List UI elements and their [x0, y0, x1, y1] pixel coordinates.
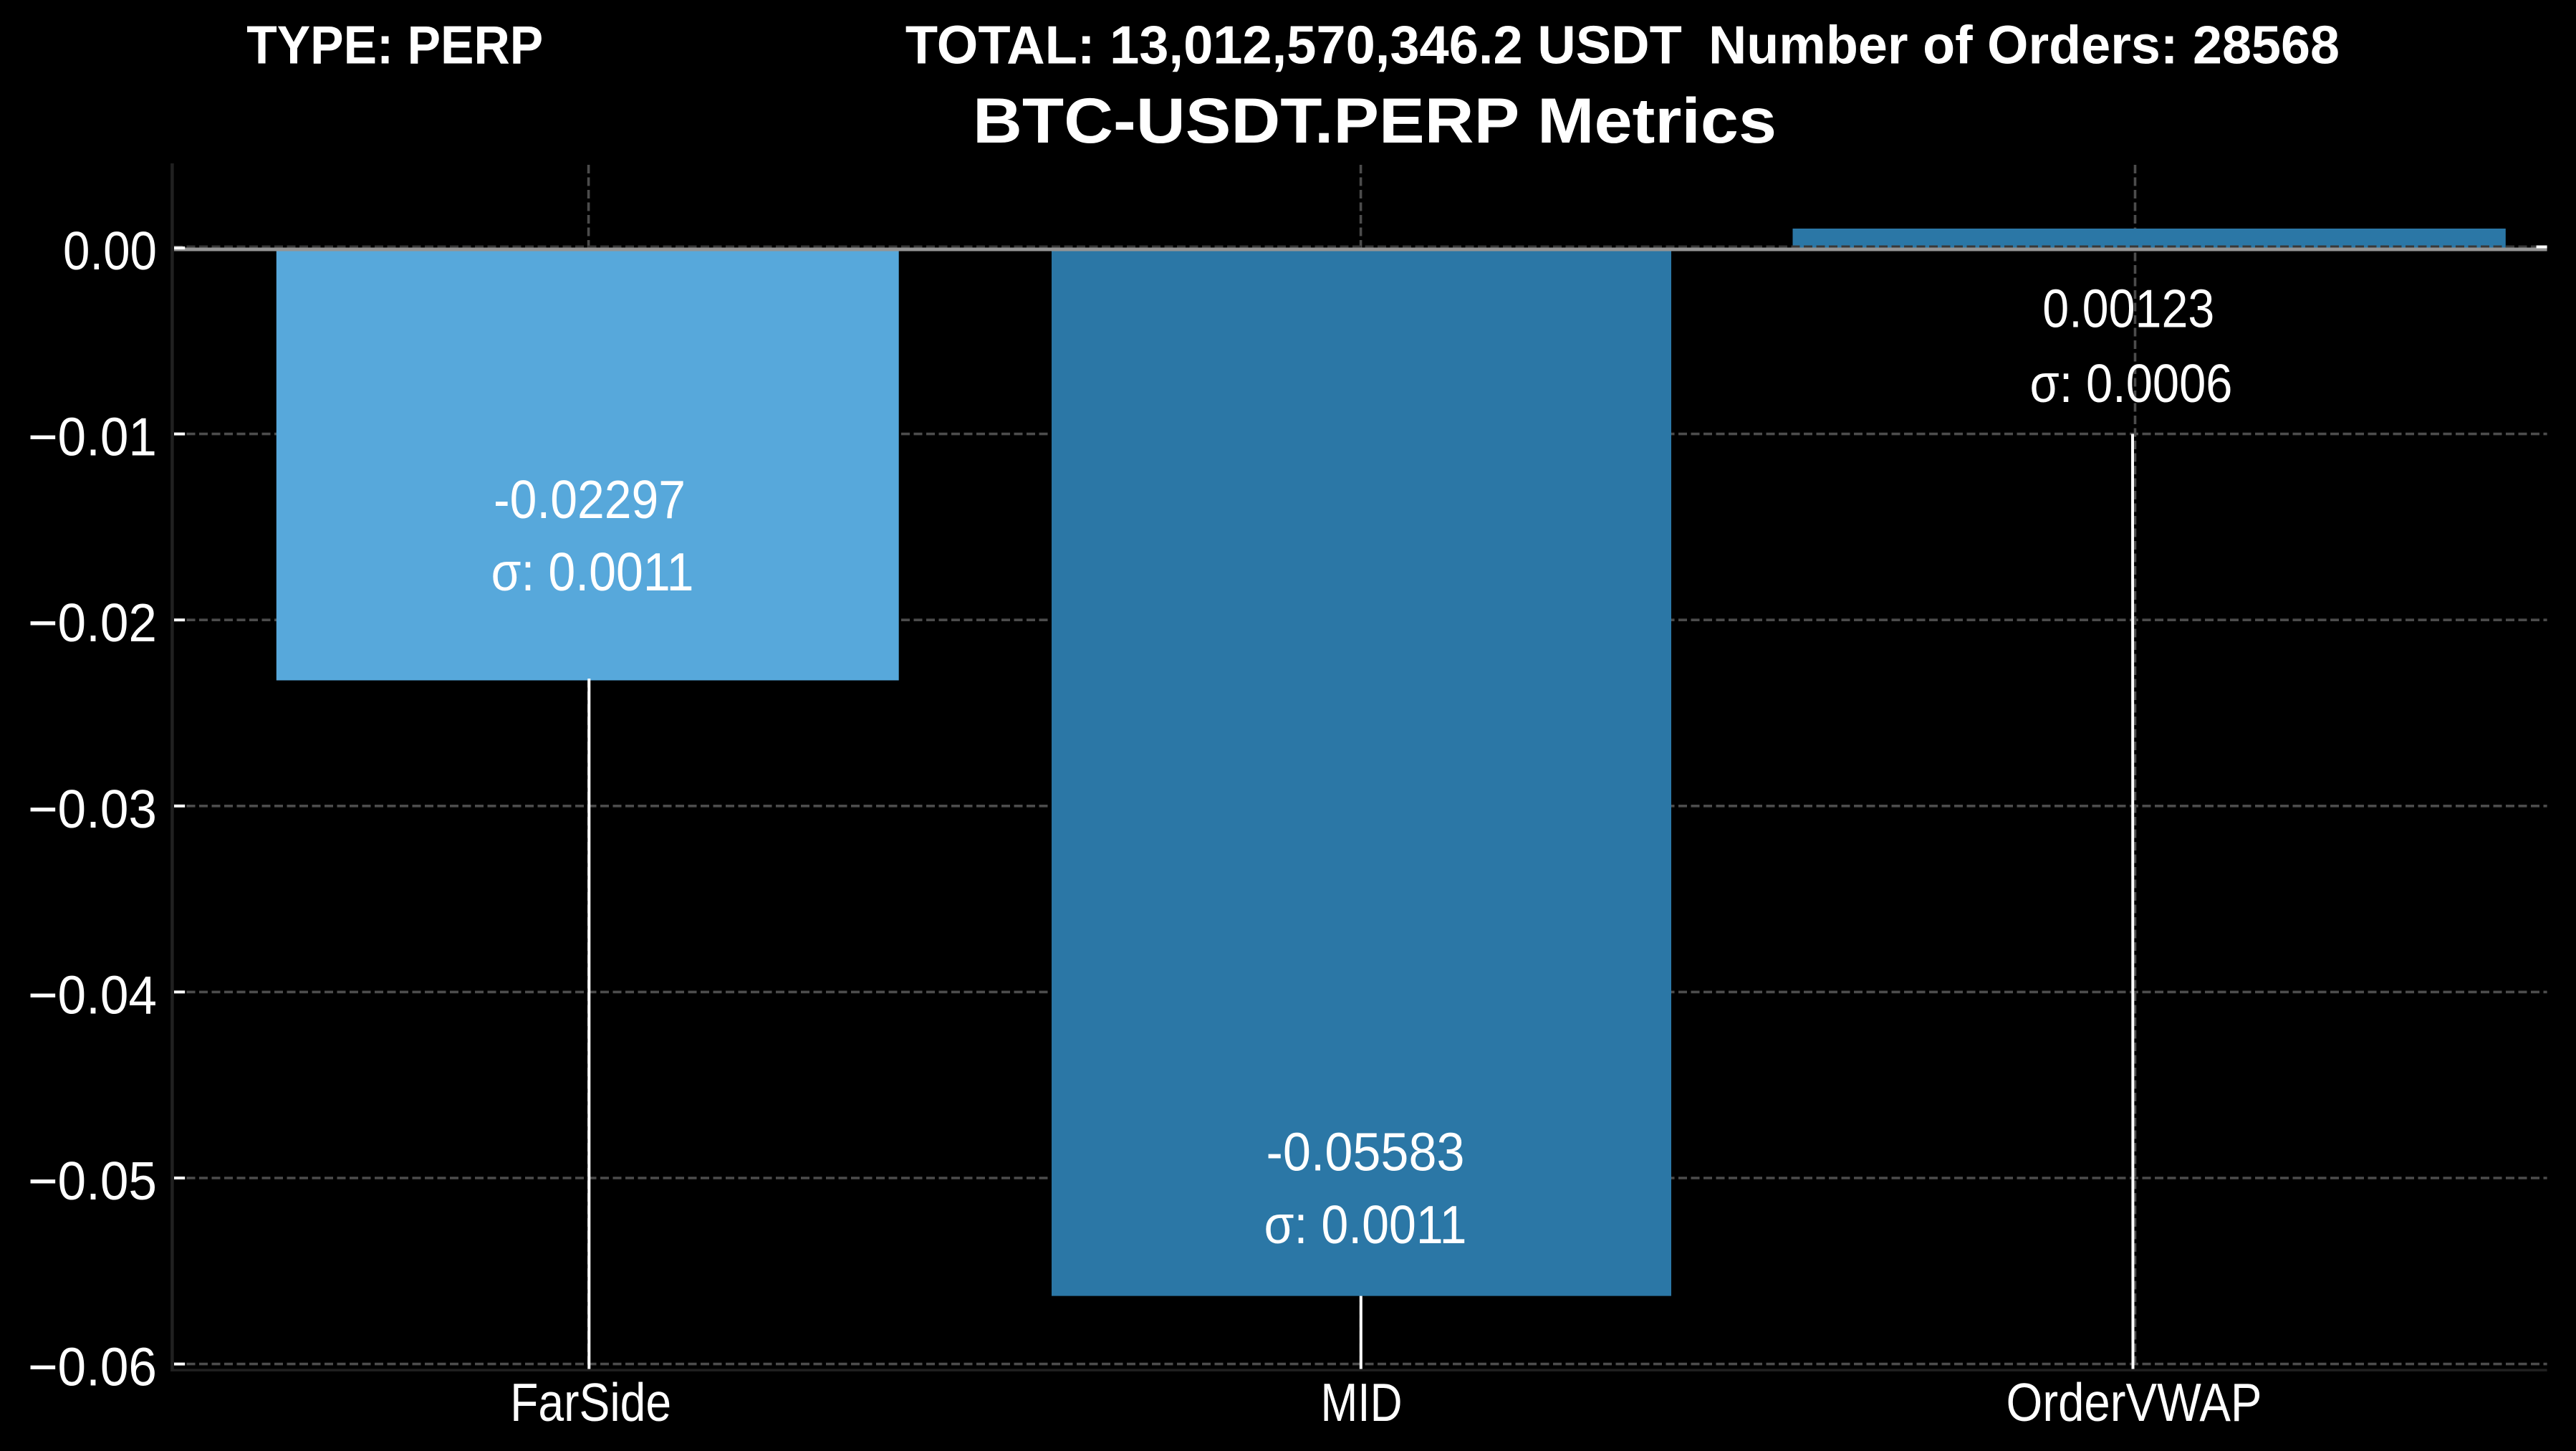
svg-text:−0.01: −0.01 [28, 407, 157, 467]
svg-text:σ: 0.0011: σ: 0.0011 [1264, 1194, 1467, 1255]
svg-text:−0.06: −0.06 [28, 1337, 157, 1397]
svg-text:BTC-USDT.PERP Metrics: BTC-USDT.PERP Metrics [973, 85, 1777, 156]
svg-text:OrderVWAP: OrderVWAP [2007, 1372, 2262, 1432]
svg-text:TYPE: PERP: TYPE: PERP [246, 14, 543, 75]
svg-text:−0.02: −0.02 [28, 593, 157, 653]
svg-text:TOTAL: 13,012,570,346.2 USDT: TOTAL: 13,012,570,346.2 USDT [905, 14, 1682, 75]
svg-text:−0.04: −0.04 [28, 964, 157, 1025]
svg-text:-0.02297: -0.02297 [494, 469, 686, 530]
svg-text:−0.05: −0.05 [28, 1151, 157, 1211]
svg-text:FarSide: FarSide [510, 1372, 671, 1432]
svg-text:−0.03: −0.03 [28, 779, 157, 839]
svg-text:σ: 0.0006: σ: 0.0006 [2030, 353, 2233, 413]
svg-text:0.00: 0.00 [63, 221, 157, 281]
svg-text:MID: MID [1321, 1372, 1403, 1432]
svg-text:-0.05583: -0.05583 [1267, 1122, 1465, 1182]
svg-text:σ: 0.0011: σ: 0.0011 [491, 542, 694, 602]
svg-text:Number of Orders: 28568: Number of Orders: 28568 [1708, 14, 2340, 75]
svg-text:0.00123: 0.00123 [2042, 278, 2214, 338]
